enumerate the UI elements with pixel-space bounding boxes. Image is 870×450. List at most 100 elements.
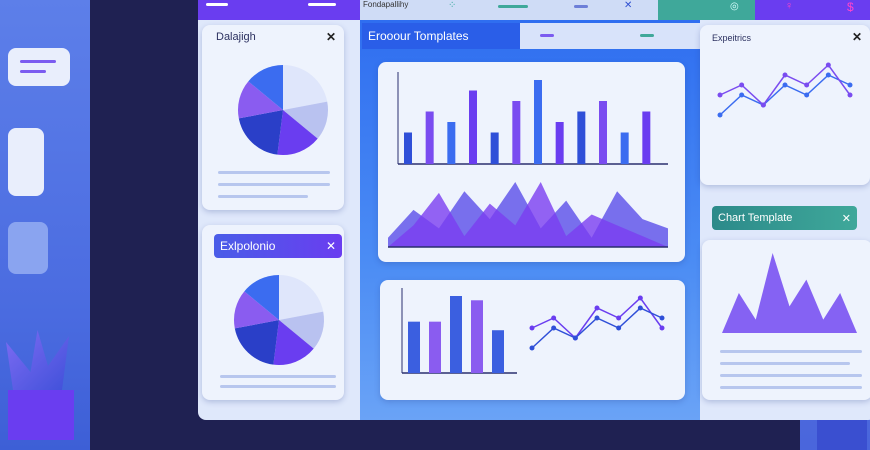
data-point: [594, 315, 600, 321]
plant-pot-icon: [8, 390, 74, 440]
data-point: [529, 345, 535, 351]
line-chart: [529, 295, 665, 351]
tab-label: Erooour Tomplates: [368, 29, 469, 43]
close-button[interactable]: ✕: [325, 239, 336, 253]
data-point: [847, 82, 853, 88]
toolbar-teal: ◎: [658, 0, 755, 20]
area-series: [388, 182, 668, 247]
data-point: [572, 335, 578, 341]
toolbar-label: Fondapallihy: [363, 0, 409, 9]
toolbar-left: [198, 0, 360, 20]
toolbar-middle: Fondapallihy ⁘ ✕: [360, 0, 658, 20]
data-point: [804, 92, 810, 98]
pie-slice: [277, 110, 318, 155]
data-point: [616, 325, 622, 331]
left-card: Dalajigh ✕: [202, 25, 344, 210]
right-card: Expeitrics ✕: [700, 25, 870, 185]
close-button[interactable]: ✕: [852, 30, 863, 44]
shield-icon[interactable]: ◎: [730, 1, 739, 12]
widget-icon: [8, 222, 48, 274]
pie-slice: [234, 320, 279, 365]
bar: [642, 111, 651, 164]
bar: [425, 111, 434, 164]
card-title: Expeitrics: [712, 33, 752, 43]
data-point: [659, 315, 665, 321]
data-point: [825, 62, 831, 68]
pie-slice: [244, 275, 279, 320]
card-title: Chart Template: [718, 212, 793, 224]
bar: [429, 321, 441, 373]
bar: [408, 321, 420, 373]
data-point: [847, 92, 853, 98]
pie-chart: [238, 65, 328, 155]
data-point: [637, 295, 643, 301]
bar: [599, 101, 607, 164]
data-point: [594, 305, 600, 311]
pie-slice: [273, 320, 314, 365]
data-point: [825, 72, 831, 78]
bar: [534, 80, 542, 164]
pie-slice: [234, 291, 279, 329]
data-point: [782, 82, 788, 88]
bar: [490, 132, 499, 164]
area-series: [722, 253, 857, 333]
list-icon: [8, 128, 44, 196]
close-button[interactable]: ✕: [841, 212, 851, 225]
bar: [404, 132, 412, 164]
data-point: [717, 92, 723, 98]
chat-bubble-icon: [8, 48, 70, 86]
close-icon[interactable]: ✕: [624, 0, 633, 11]
data-point: [529, 325, 535, 331]
top-toolbar: Fondapallihy ⁘ ✕ ◎ ♀ $: [198, 0, 870, 20]
data-point: [739, 92, 745, 98]
chart-card-2: [380, 280, 685, 400]
bar: [471, 300, 483, 373]
right-card-2: [702, 240, 870, 400]
close-button[interactable]: ✕: [326, 30, 337, 44]
left-card-2: Exlpolonio ✕: [202, 225, 344, 400]
data-point: [760, 102, 766, 108]
data-point: [551, 325, 557, 331]
pie-slice: [283, 65, 328, 110]
data-point: [659, 325, 665, 331]
data-point: [804, 82, 810, 88]
bar: [620, 132, 629, 164]
toolbar-right: ♀ $: [755, 0, 870, 20]
data-point: [637, 305, 643, 311]
bar: [512, 101, 521, 164]
pie-slice: [279, 311, 324, 349]
bar: [492, 330, 504, 373]
dollar-icon[interactable]: $: [847, 0, 854, 14]
plant-leaves-icon: [6, 330, 69, 390]
area-chart: [388, 182, 668, 248]
pie-slice: [238, 110, 283, 155]
data-point: [551, 315, 557, 321]
pie-slice: [279, 275, 324, 320]
bar: [447, 122, 456, 164]
bar: [577, 111, 586, 164]
card-header: Chart Template ✕: [712, 206, 857, 230]
screen: Fondapallihy ⁘ ✕ ◎ ♀ $ Dalajigh ✕ Exlpol…: [198, 0, 870, 420]
monitor-frame: Fondapallihy ⁘ ✕ ◎ ♀ $ Dalajigh ✕ Exlpol…: [90, 0, 870, 450]
left-decor-panel: [0, 0, 100, 450]
data-point: [616, 315, 622, 321]
line-chart: [717, 62, 853, 118]
data-point: [739, 82, 745, 88]
chart-card: [378, 62, 685, 262]
tab-templates[interactable]: Erooour Tomplates: [362, 23, 520, 49]
pie-slice: [283, 101, 328, 139]
area-chart: [722, 253, 857, 333]
data-point: [782, 72, 788, 78]
pie-chart: [234, 275, 324, 365]
card-title: Dalajigh: [216, 31, 256, 43]
tab-strip: [520, 23, 700, 49]
pie-slice: [238, 81, 283, 119]
card-title: Exlpolonio: [220, 239, 276, 253]
bar: [450, 296, 462, 373]
bar: [469, 90, 477, 164]
share-icon[interactable]: ⁘: [448, 0, 457, 11]
bar-chart: [401, 288, 517, 374]
data-point: [717, 112, 723, 118]
bar-chart: [397, 72, 668, 165]
pin-icon[interactable]: ♀: [785, 0, 794, 12]
